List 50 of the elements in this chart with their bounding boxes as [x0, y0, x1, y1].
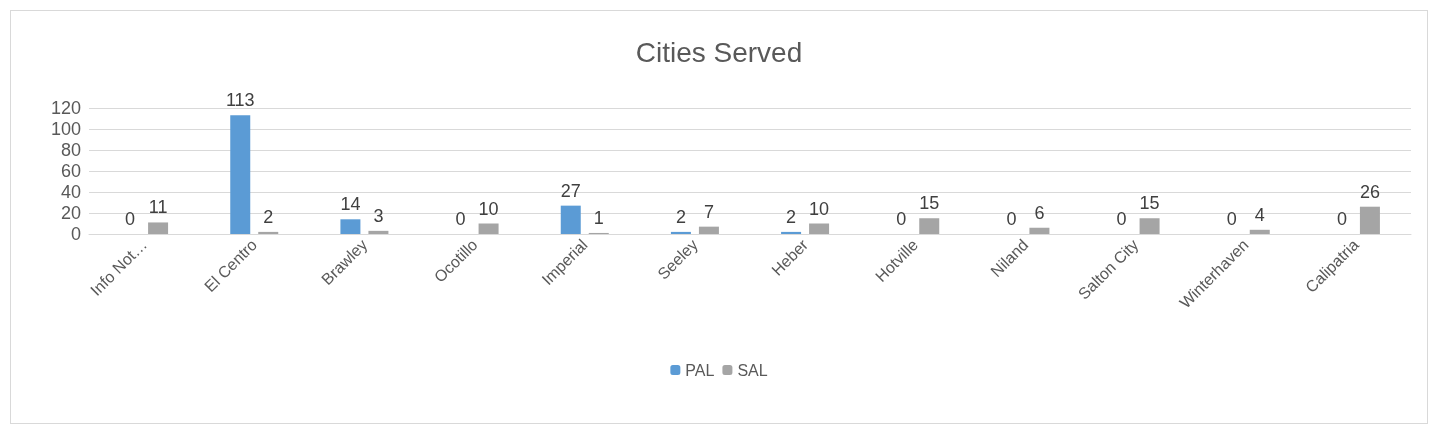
bar — [258, 231, 279, 234]
data-label: 11 — [148, 197, 168, 218]
data-label: 14 — [340, 194, 361, 215]
bar — [1359, 206, 1380, 234]
bar — [919, 218, 940, 234]
bar — [478, 223, 499, 234]
bar — [781, 231, 802, 234]
data-label: 0 — [1116, 209, 1127, 229]
bar — [1249, 229, 1270, 234]
y-tick-label: 100 — [50, 119, 81, 139]
y-tick-label: 0 — [70, 224, 81, 244]
data-label: 1 — [593, 207, 604, 228]
data-label: 0 — [125, 209, 136, 229]
bar — [340, 219, 361, 234]
chart-title: Cities Served — [635, 36, 803, 68]
data-label: 26 — [1359, 181, 1380, 202]
bar — [560, 205, 581, 234]
legend-label: PAL — [685, 361, 715, 379]
data-label: 15 — [1139, 193, 1160, 214]
data-label: 0 — [1006, 209, 1017, 229]
data-label: 0 — [1336, 209, 1347, 229]
bar — [1029, 227, 1050, 234]
data-label: 6 — [1034, 202, 1045, 223]
bar — [368, 230, 389, 234]
y-tick-label: 40 — [60, 182, 81, 202]
data-label: 7 — [703, 201, 714, 222]
bar — [670, 231, 691, 234]
data-label: 2 — [786, 206, 797, 227]
y-tick-label: 20 — [60, 203, 81, 223]
data-label: 3 — [373, 205, 384, 226]
y-tick-label: 60 — [60, 161, 81, 181]
y-tick-label: 120 — [50, 98, 81, 118]
bar — [698, 226, 719, 234]
bar — [230, 115, 251, 234]
bar — [809, 223, 830, 234]
data-label: 10 — [478, 198, 499, 219]
data-label: 27 — [560, 180, 581, 201]
y-tick-label: 80 — [60, 140, 81, 160]
data-label: 2 — [675, 206, 686, 227]
data-label: 2 — [263, 206, 274, 227]
data-label: 10 — [809, 198, 830, 219]
data-label: 4 — [1254, 204, 1265, 225]
data-label: 0 — [1226, 209, 1237, 229]
bar — [148, 222, 169, 234]
data-label: 15 — [919, 193, 940, 214]
legend-label: SAL — [737, 361, 768, 379]
data-label: 0 — [455, 209, 466, 229]
data-label: 0 — [896, 209, 907, 229]
data-label: 113 — [225, 90, 255, 111]
bar — [1139, 218, 1160, 234]
